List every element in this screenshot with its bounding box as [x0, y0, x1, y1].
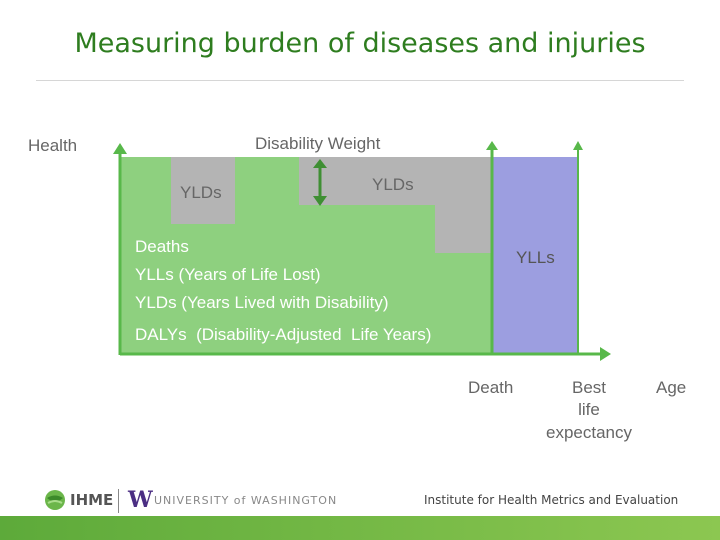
footer-bar [0, 516, 720, 540]
disability-weight-up-icon [313, 159, 327, 168]
y-axis-label: Health [28, 136, 77, 155]
yld-block-3 [435, 157, 492, 253]
y-axis-arrow-icon [113, 143, 127, 154]
title-divider [36, 80, 684, 81]
uw-logo-mark: W [128, 487, 153, 513]
ihme-text: IHME [70, 491, 114, 509]
ihme-logo: IHME [44, 488, 113, 512]
death-line-arrow-icon [486, 141, 498, 150]
legend-line-ylds: YLDs (Years Lived with Disability) [135, 293, 389, 312]
x-label-age: Age [656, 378, 686, 397]
disability-weight-label: Disability Weight [255, 134, 381, 153]
legend-line-ylls: YLLs (Years of Life Lost) [135, 265, 321, 284]
x-label-death: Death [468, 378, 513, 397]
legend-line-deaths: Deaths [135, 237, 189, 256]
yld-label-2: YLDs [372, 175, 414, 194]
x-label-best: Best [572, 378, 606, 397]
x-label-expectancy: expectancy [546, 423, 632, 442]
uw-text: UNIVERSITY of WASHINGTON [154, 494, 338, 507]
x-label-life: life [578, 400, 600, 419]
yll-label: YLLs [516, 248, 555, 267]
yld-label-1: YLDs [180, 183, 222, 202]
x-axis-arrow-icon [600, 347, 611, 361]
institute-text: Institute for Health Metrics and Evaluat… [424, 493, 679, 507]
ihme-globe-icon [45, 490, 65, 510]
burden-diagram: Health Disability Weight YLDs YLDs YLLs … [28, 134, 686, 442]
page-title: Measuring burden of diseases and injurie… [74, 28, 646, 59]
disability-weight-down-icon [313, 196, 327, 206]
yll-block [492, 157, 578, 355]
best-life-arrow-icon [573, 141, 583, 150]
yld-block-1 [171, 157, 235, 224]
footer-separator [118, 489, 119, 513]
legend-line-dalys: DALYs (Disability-Adjusted Life Years) [135, 325, 431, 344]
